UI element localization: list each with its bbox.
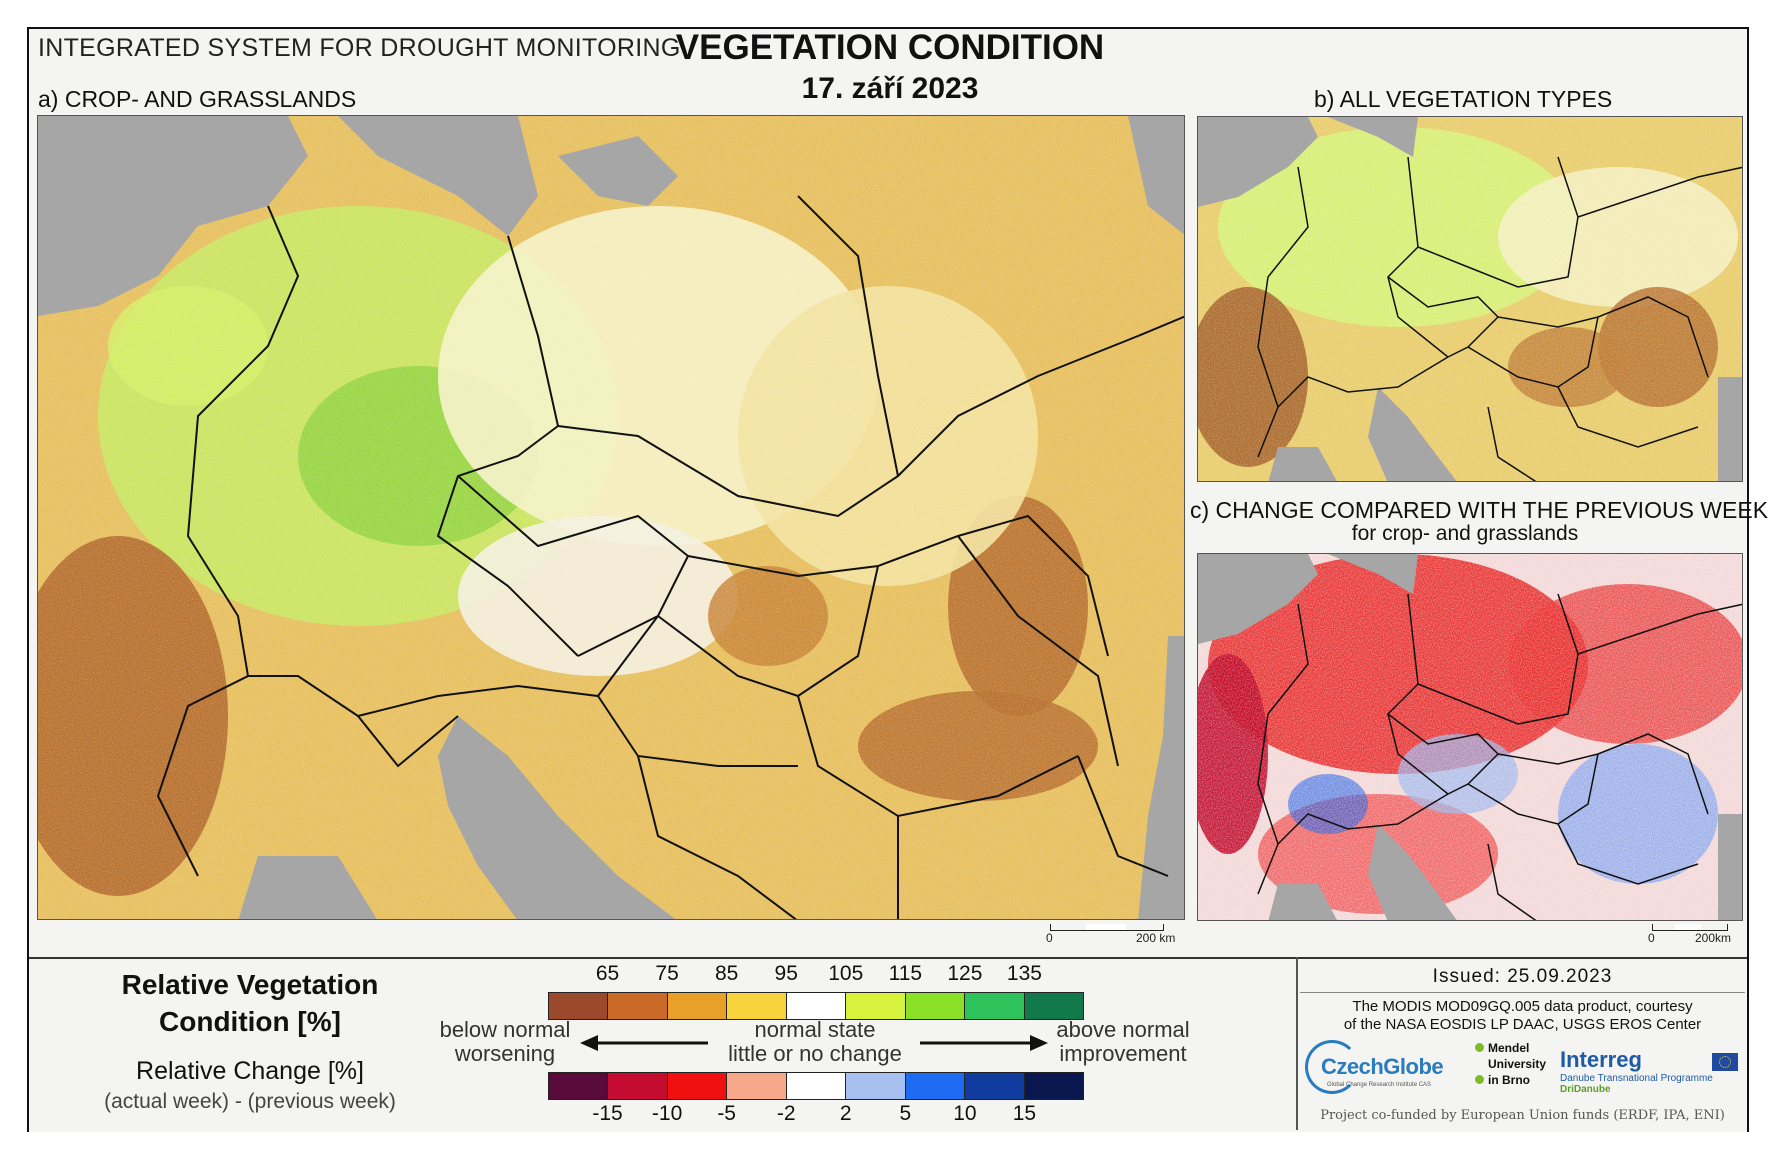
rc-tick-label: -10 — [651, 1102, 683, 1125]
rvc-tick-label: 75 — [655, 962, 679, 985]
rvc-tick-label: 125 — [947, 962, 983, 985]
rc-swatch — [727, 1073, 787, 1099]
issued-date: Issued: 25.09.2023 — [1432, 966, 1613, 987]
interreg-logo: Interreg Danube Transnational Programme … — [1560, 1047, 1740, 1095]
below-normal-text: below normal — [439, 1017, 571, 1042]
panel-a-scale-zero: 0 — [1046, 931, 1053, 945]
worsening-text: worsening — [454, 1041, 556, 1066]
rc-tick-label: 10 — [953, 1102, 977, 1125]
funding-note: Project co-funded by European Union fund… — [1320, 1108, 1725, 1123]
rc-swatch — [786, 1073, 847, 1099]
rvc-swatch — [965, 993, 1025, 1019]
rvc-tick-label: 105 — [828, 962, 864, 985]
panel-a-label: a) CROP- AND GRASSLANDS — [38, 86, 357, 112]
rc-swatch — [905, 1073, 966, 1099]
rvc-tick-label: 115 — [888, 962, 923, 985]
above-normal-text: above normal — [1056, 1017, 1190, 1042]
rc-tick-label: -15 — [592, 1102, 623, 1125]
rvc-tick-label: 135 — [1006, 962, 1042, 985]
rc-swatch — [965, 1073, 1025, 1099]
mendel-line-1: Mendel — [1488, 1041, 1530, 1055]
rc-tick-label: -5 — [717, 1102, 736, 1125]
mendel-line-2: University — [1488, 1057, 1547, 1071]
mid-direction-label: normal state little or no change — [710, 1018, 920, 1066]
rvc-tick-label: 95 — [774, 962, 798, 985]
rc-swatch — [667, 1073, 728, 1099]
rvc-color-scale — [548, 992, 1084, 1020]
date-label: 17. září 2023 — [801, 72, 979, 105]
rc-swatch — [1024, 1073, 1083, 1099]
rvc-tick-label: 85 — [714, 962, 739, 985]
panel-b-map — [1197, 116, 1743, 482]
rvc-swatch — [905, 993, 966, 1019]
rc-swatch — [608, 1073, 668, 1099]
main-title: VEGETATION CONDITION — [675, 28, 1105, 67]
interreg-project: DriDanube — [1560, 1084, 1611, 1095]
czechglobe-logo: CzechGlobe Global Change Research Instit… — [1305, 1040, 1465, 1100]
panel-c-scale-km: 200km — [1695, 931, 1732, 945]
rc-tick-label: 15 — [1012, 1102, 1037, 1125]
rc-tick-label: 2 — [839, 1102, 852, 1125]
rc-tick-label: -2 — [776, 1102, 796, 1125]
panel-b-label: b) ALL VEGETATION TYPES — [1314, 86, 1613, 112]
little-change-text: little or no change — [728, 1041, 902, 1066]
panel-c-map — [1197, 553, 1743, 921]
right-direction-label: above normal improvement — [1048, 1018, 1198, 1066]
rc-swatch — [846, 1073, 906, 1099]
rvc-swatch — [667, 993, 728, 1019]
rvc-swatch — [846, 993, 906, 1019]
right-arrow-icon — [920, 1035, 1048, 1051]
mendel-line-3: in Brno — [1488, 1073, 1530, 1087]
mendel-dot-icon — [1475, 1075, 1484, 1084]
rvc-swatch — [786, 993, 847, 1019]
rc-subtitle: (actual week) - (previous week) — [104, 1090, 396, 1113]
data-credit: The MODIS MOD09GQ.005 data product, cour… — [1300, 998, 1745, 1034]
system-title: INTEGRATED SYSTEM FOR DROUGHT MONITORING — [38, 34, 681, 62]
rvc-swatch — [727, 993, 787, 1019]
rvc-swatch — [549, 993, 609, 1019]
eu-flag-icon — [1712, 1053, 1738, 1071]
rc-swatch — [549, 1073, 609, 1099]
mendel-logo: Mendel University in Brno — [1475, 1040, 1546, 1088]
left-direction-label: below normal worsening — [430, 1018, 580, 1066]
credit-line-1: The MODIS MOD09GQ.005 data product, cour… — [1352, 998, 1693, 1015]
rvc-swatch — [608, 993, 668, 1019]
panel-a-map — [37, 115, 1185, 920]
rc-color-scale — [548, 1072, 1084, 1100]
czechglobe-text: CzechGlobe — [1321, 1054, 1444, 1079]
interreg-programme: Danube Transnational Programme — [1560, 1073, 1713, 1084]
panel-c-sublabel: for crop- and grasslands — [1351, 522, 1579, 545]
panel-c-scalebar: 0 200km — [1645, 924, 1745, 945]
rvc-tick-label: 65 — [595, 962, 620, 985]
legend-divider — [1296, 957, 1298, 1130]
panel-a-scalebar: 0 200 km — [1040, 924, 1180, 945]
credit-line-2: of the NASA EOSDIS LP DAAC, USGS EROS Ce… — [1343, 1016, 1702, 1033]
czechglobe-subtext: Global Change Research Institute CAS — [1327, 1082, 1432, 1088]
rvc-swatch — [1024, 993, 1083, 1019]
improvement-text: improvement — [1059, 1041, 1187, 1066]
panel-c-label: c) CHANGE COMPARED WITH THE PREVIOUS WEE… — [1190, 497, 1769, 523]
rc-tick-label: 5 — [899, 1102, 912, 1125]
interreg-text: Interreg — [1560, 1047, 1642, 1072]
normal-state-text: normal state — [754, 1017, 876, 1042]
mendel-dot-icon — [1475, 1043, 1484, 1052]
legend-panel — [29, 957, 1747, 1132]
issued-divider — [1300, 992, 1745, 993]
panel-c-scale-zero: 0 — [1648, 931, 1655, 945]
rvc-title: Relative Vegetation Condition [%] — [121, 969, 379, 1037]
czechglobe-ring-icon — [1305, 1040, 1359, 1094]
panel-a-scale-km: 200 km — [1136, 931, 1176, 945]
rc-title: Relative Change [%] — [136, 1057, 364, 1085]
left-arrow-icon — [580, 1035, 708, 1051]
